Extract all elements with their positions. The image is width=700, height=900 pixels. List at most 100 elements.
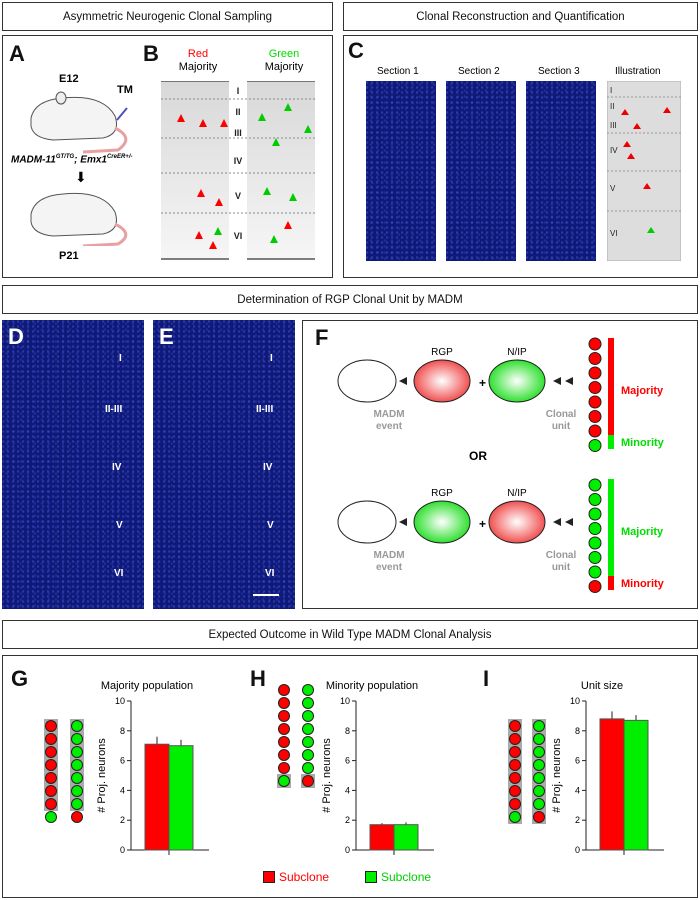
svg-text:Majority: Majority <box>621 385 664 397</box>
cell-dot <box>71 811 83 823</box>
cell-dot <box>71 798 83 810</box>
y-tick-label: 6 <box>345 756 350 766</box>
chart-0: Majority population 0 2 4 6 8 10 # Proj. neuron… <box>44 680 209 855</box>
svg-text:RGP: RGP <box>431 488 453 499</box>
cell-dot <box>533 733 545 745</box>
header-text: Clonal Reconstruction and Quantification <box>416 10 625 23</box>
panel-label-b: B <box>143 41 159 66</box>
cell-dot <box>588 439 602 452</box>
cell-dot <box>45 811 57 823</box>
cell-dot <box>588 410 602 423</box>
svg-text:II: II <box>610 102 614 111</box>
scenario-red-rgp: + RGP N/IP MADM event Clonal unit Majori… <box>337 338 665 449</box>
layer-label: II-III <box>256 404 274 415</box>
section-3-image <box>526 81 596 261</box>
arrow-icon <box>399 518 407 526</box>
arrow-icon <box>399 377 407 385</box>
panel-label-e: E <box>159 324 174 349</box>
y-tick-label: 2 <box>345 815 350 825</box>
cell-dot <box>533 798 545 810</box>
cell-dot <box>45 746 57 758</box>
cell-dot <box>533 811 545 823</box>
layer-label: I <box>119 353 122 364</box>
panel-label-f: F <box>315 325 329 350</box>
clonal-unit-diagram: + RGP N/IP MADM event Clonal unit Majori… <box>337 337 665 593</box>
scale-bar <box>253 594 279 596</box>
double-arrow-icon <box>553 518 573 526</box>
chart-title: Minority population <box>326 680 418 692</box>
cell-dot <box>71 746 83 758</box>
cell-dot <box>588 551 602 564</box>
svg-text:Clonal: Clonal <box>546 409 577 420</box>
green-majority-title: Green Majority <box>264 48 304 73</box>
y-tick-label: 8 <box>575 726 580 736</box>
cell-dot <box>278 710 290 722</box>
age-e12: E12 <box>59 73 79 85</box>
cell-dot <box>278 684 290 696</box>
svg-text:VI: VI <box>610 229 618 238</box>
svg-text:event: event <box>376 421 403 432</box>
cell-dot <box>302 710 314 722</box>
y-tick-label: 2 <box>575 815 580 825</box>
cell-dot <box>588 478 602 492</box>
cell-dot <box>278 775 290 787</box>
layer-label: VI <box>265 568 275 579</box>
y-tick-label: 10 <box>570 696 580 706</box>
header-text: Expected Outcome in Wild Type MADM Clona… <box>208 628 492 641</box>
section-2-title: Section 2 <box>458 66 500 77</box>
svg-text:Minority: Minority <box>621 578 665 590</box>
majority-bar <box>608 338 614 435</box>
cell-dot <box>302 723 314 735</box>
cell-dot <box>533 720 545 732</box>
panel-label-c: C <box>348 38 364 63</box>
svg-text:I: I <box>610 86 612 95</box>
panel-c: C Section 1 Section 2 Section 3 Illustra… <box>343 35 698 278</box>
chart-2: Unit size 0 2 4 6 8 10 # Proj. neurons <box>508 680 664 855</box>
legend-green-label: Subclone <box>381 870 432 884</box>
tamoxifen-label: TM <box>117 84 133 96</box>
cell-dot <box>71 759 83 771</box>
red-neurons <box>177 114 292 249</box>
y-tick-label: 4 <box>120 785 125 795</box>
panel-d-image: D I II-III IV V VI <box>2 320 144 609</box>
gray-box <box>532 719 546 824</box>
cell-dot <box>509 720 521 732</box>
cell-dot <box>278 762 290 774</box>
double-arrow-icon <box>553 377 573 385</box>
svg-text:unit: unit <box>552 562 571 573</box>
svg-text:V: V <box>610 184 616 193</box>
header-text: Determination of RGP Clonal Unit by MADM <box>237 293 463 306</box>
cell-dot <box>533 772 545 784</box>
cell-dot <box>45 772 57 784</box>
svg-text:Clonal: Clonal <box>546 550 577 561</box>
chart-title: Majority population <box>101 680 193 692</box>
nip-cell <box>488 500 546 544</box>
y-tick-label: 0 <box>345 845 350 855</box>
layer-label: IV <box>263 462 273 473</box>
genotype-label: MADM-11GT/TG; Emx1CreER+/- <box>11 154 133 166</box>
cell-dot <box>509 798 521 810</box>
cell-dot <box>278 736 290 748</box>
illustration-title: Illustration <box>615 66 661 77</box>
cell-dot <box>533 759 545 771</box>
cell-dot <box>302 775 314 787</box>
svg-text:RGP: RGP <box>431 347 453 358</box>
panel-label-a: A <box>9 41 25 66</box>
cell-dot <box>302 736 314 748</box>
cell-dot <box>588 580 602 593</box>
panel-label-h: H <box>250 666 266 691</box>
panel-f: F + RGP N/IP MADM event Clonal unit Majo… <box>302 320 698 609</box>
cell-dot <box>509 785 521 797</box>
svg-text:Majority: Majority <box>621 526 664 538</box>
madm-event-cell <box>337 500 397 544</box>
svg-text:I: I <box>237 86 240 96</box>
cell-dot <box>302 762 314 774</box>
cell-dot <box>588 493 602 506</box>
rgp-cell <box>413 500 471 544</box>
panel-label-i: I <box>483 666 490 691</box>
header-rgp-clonal-unit: Determination of RGP Clonal Unit by MADM <box>2 285 698 314</box>
cell-dot <box>588 507 602 521</box>
cell-dot <box>45 798 57 810</box>
cell-dot <box>509 746 521 758</box>
